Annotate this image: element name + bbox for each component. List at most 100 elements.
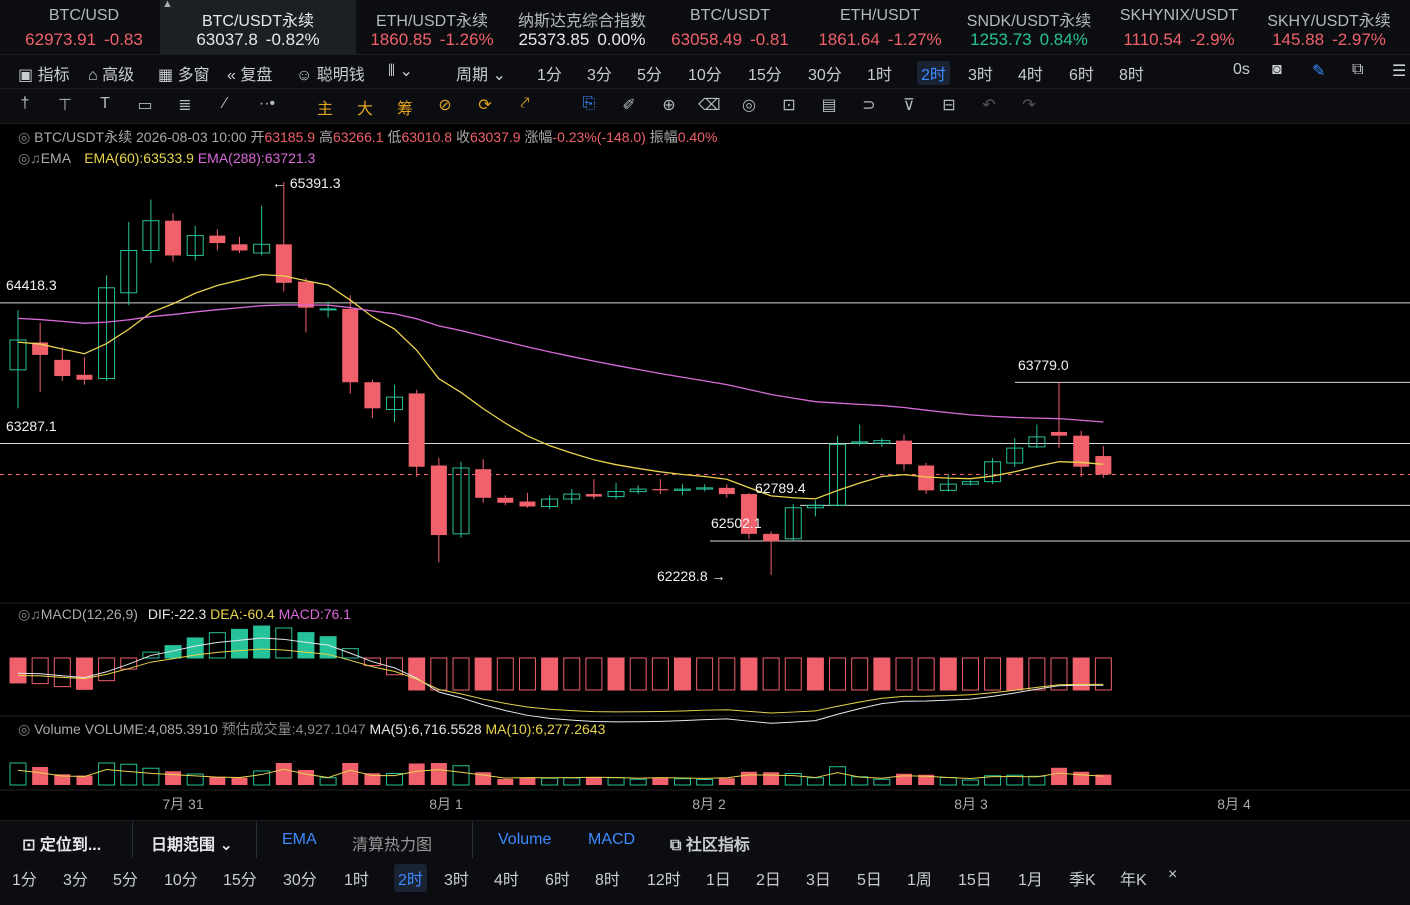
main-button[interactable]: 主 [316,101,333,118]
undo-icon[interactable]: ↶ [982,97,996,114]
camera-icon[interactable]: ◙ [1272,61,1282,78]
range-8[interactable]: 3时 [444,872,469,889]
interval-9[interactable]: 4时 [1018,67,1043,84]
interval-1[interactable]: 3分 [587,67,612,84]
ticker-value: 63037.8 -0.82% [160,30,356,50]
delete-icon[interactable]: ⊟ [942,97,956,114]
refresh-icon[interactable]: ⟳ [478,97,492,114]
range-14[interactable]: 2日 [756,872,781,889]
interval-10[interactable]: 6时 [1069,67,1094,84]
trend-icon[interactable]: ⤤ [520,95,530,112]
close-icon[interactable]: × [1168,866,1178,883]
pattern-icon[interactable]: ⊘ [438,97,452,114]
multi-window-button[interactable]: ▦ 多窗 [158,67,210,84]
ticker-1[interactable]: BTC/USDT永续 63037.8 -0.82% ▲ [160,0,356,54]
interval-2[interactable]: 5分 [637,67,662,84]
more-tools-icon[interactable]: ··• [258,95,276,112]
text-tool-icon[interactable]: ⊤ [58,97,72,114]
edit-icon[interactable]: ✎ [1312,63,1326,80]
ruler-icon[interactable]: ▭ [137,97,153,114]
range-15[interactable]: 3日 [806,872,831,889]
interval-6[interactable]: 1时 [867,67,892,84]
interval-5[interactable]: 30分 [808,67,842,84]
line-tool-icon[interactable]: ⁄ [223,95,227,112]
range-17[interactable]: 1周 [907,872,932,889]
interval-4[interactable]: 15分 [748,67,782,84]
range-16[interactable]: 5日 [857,872,882,889]
ema-toggle[interactable]: EMA [282,831,317,848]
new-window-icon[interactable]: ⧉ [1352,61,1364,78]
macd-bar [386,657,404,676]
interval-3[interactable]: 10分 [688,67,722,84]
eye-icon[interactable]: ◎ [18,721,31,737]
range-6[interactable]: 1时 [344,872,369,889]
ticker-4[interactable]: BTC/USDT 63058.49 -0.81 [656,0,804,54]
candle [253,243,271,254]
lock-icon[interactable]: ⊡ [782,97,796,114]
bookmark-icon[interactable]: ⎘ [582,95,596,112]
ticker-6[interactable]: SNDK/USDT永续 1253.73 0.84% [955,0,1103,54]
chart-style-button[interactable]: ⦀ ⌄ [388,61,413,81]
range-9[interactable]: 4时 [494,872,519,889]
fund-button[interactable]: 筹 [396,101,413,118]
period-dropdown[interactable]: 周期 ⌄ [456,61,506,85]
bell-icon[interactable]: ♫ [30,150,41,166]
date-range-dropdown[interactable]: 日期范围 ⌄ [151,837,233,854]
volume-toggle[interactable]: Volume [498,831,552,848]
ticker-3[interactable]: 纳斯达克综合指数 25373.85 0.00% [508,0,656,54]
date-label: 8月 1 [429,796,463,812]
interval-8[interactable]: 3时 [968,67,993,84]
ticker-0[interactable]: BTC/USD 62973.91 -0.83 [10,0,158,54]
interval-7[interactable]: 2时 [917,61,950,85]
ticker-7[interactable]: SKHYNIX/USDT 1110.54 -2.9% [1105,0,1253,54]
advanced-button[interactable]: ⌂ 高级 [88,67,135,84]
goto-button[interactable]: ⊡ 定位到... [22,837,102,854]
template-icon[interactable]: ▤ [821,97,837,114]
menu-icon[interactable]: ☰ [1392,63,1407,80]
range-2[interactable]: 5分 [113,872,138,889]
big-button[interactable]: 大 [356,101,373,118]
range-10[interactable]: 6时 [545,872,570,889]
range-19[interactable]: 1月 [1018,872,1043,889]
range-11[interactable]: 8时 [595,872,620,889]
interval-0[interactable]: 1分 [537,67,562,84]
magnet-icon[interactable]: ⊃ [862,97,876,114]
redo-icon[interactable]: ↷ [1022,97,1036,114]
text-icon[interactable]: T [100,95,110,112]
range-13[interactable]: 1日 [706,872,731,889]
fib-icon[interactable]: ≣ [178,97,192,114]
range-20[interactable]: 季K [1069,872,1096,889]
eye-icon[interactable]: ◎ [18,129,31,145]
hide-icon[interactable]: ◎ [742,97,756,114]
zoom-icon[interactable]: ⊕ [662,97,676,114]
indicators-button[interactable]: ▣ 指标 [18,67,70,84]
range-1[interactable]: 3分 [63,872,88,889]
community-indicators-button[interactable]: ⧉ 社区指标 [670,837,750,854]
ticker-5[interactable]: ETH/USDT 1861.64 -1.27% [806,0,954,54]
ticker-2[interactable]: ETH/USDT永续 1860.85 -1.26% [358,0,506,54]
bell-icon[interactable]: ♫ [30,606,41,622]
cursor-icon[interactable]: † [20,95,30,112]
range-4[interactable]: 15分 [223,872,257,889]
liquidation-heatmap-toggle[interactable]: 清算热力图 [352,837,433,854]
range-7[interactable]: 2时 [394,864,427,892]
range-12[interactable]: 12时 [647,872,681,889]
interval-11[interactable]: 8时 [1119,67,1144,84]
ticker-8[interactable]: SKHY/USDT永续 145.88 -2.97% [1255,0,1403,54]
macd-toggle[interactable]: MACD [588,831,636,848]
pencil-icon[interactable]: ✐ [622,97,636,114]
eye-icon[interactable]: ◎ [18,606,31,622]
range-0[interactable]: 1分 [12,872,37,889]
chart-area[interactable]: ← 65391.3 62228.8 → 64418.3 63287.1 63779.0 6… [0,123,1410,820]
range-21[interactable]: 年K [1120,872,1147,889]
pin-icon[interactable]: ▲ [162,0,173,10]
candlestick-chart[interactable]: ← 65391.3 62228.8 → 64418.3 63287.1 63779.0 6… [0,123,1410,820]
range-5[interactable]: 30分 [283,872,317,889]
eye-icon[interactable]: ◎ [18,150,31,166]
range-3[interactable]: 10分 [164,872,198,889]
eraser-icon[interactable]: ⌫ [698,97,721,114]
filter-icon[interactable]: ⊽ [903,97,915,114]
range-18[interactable]: 15日 [958,872,992,889]
smart-money-button[interactable]: ☺ 聪明钱 [296,67,365,84]
replay-button[interactable]: « 复盘 [227,67,273,84]
